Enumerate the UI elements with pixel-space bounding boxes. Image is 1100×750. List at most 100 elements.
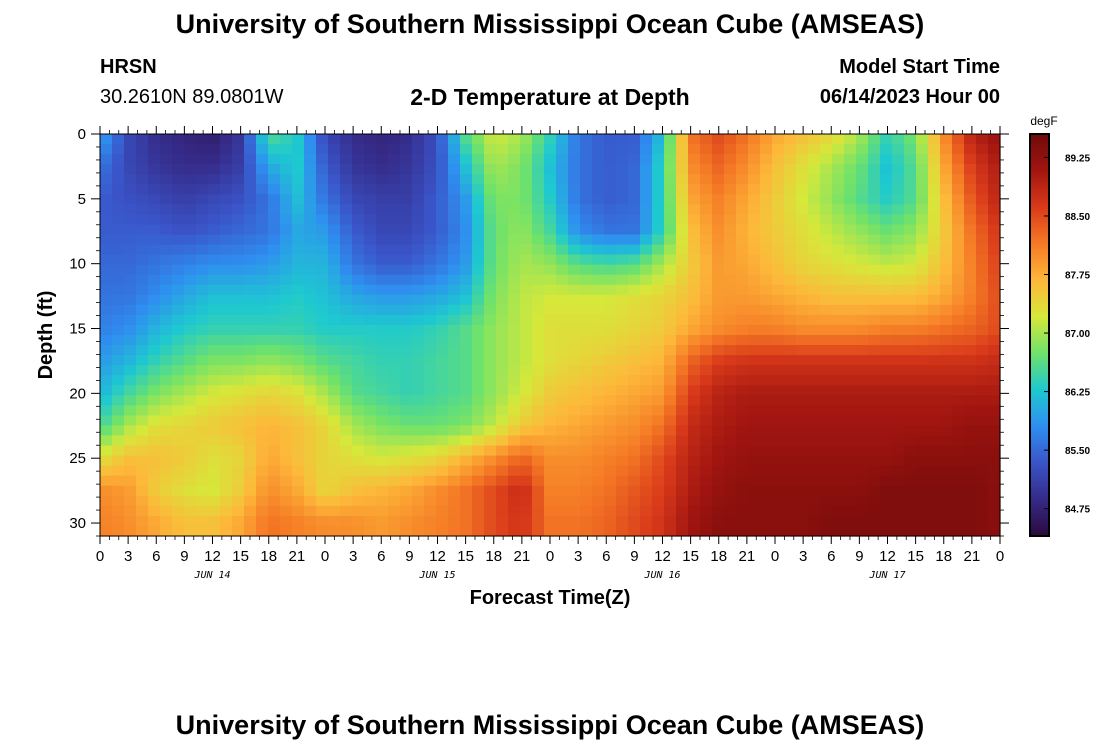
heatmap-cell (520, 475, 533, 487)
heatmap-cell (412, 254, 425, 266)
heatmap-cell (640, 405, 653, 416)
heatmap-cell (760, 465, 773, 477)
heatmap-cell (928, 244, 941, 256)
heatmap-cell (520, 385, 533, 396)
heatmap-cell (628, 505, 641, 517)
heatmap-cell (880, 194, 893, 205)
heatmap-cell (976, 174, 989, 185)
heatmap-cell (472, 525, 485, 537)
heatmap-cell (880, 144, 893, 155)
heatmap-cell (676, 345, 689, 356)
heatmap-cell (832, 505, 845, 517)
heatmap-cell (472, 194, 485, 205)
heatmap-cell (148, 224, 161, 236)
heatmap-cell (160, 515, 173, 527)
heatmap-cell (340, 405, 353, 416)
heatmap-cell (316, 164, 329, 175)
heatmap-cell (148, 445, 161, 457)
heatmap-cell (172, 375, 185, 386)
heatmap-cell (772, 395, 785, 406)
heatmap-cell (940, 304, 953, 316)
heatmap-cell (544, 355, 557, 366)
heatmap-cell (556, 184, 569, 195)
heatmap-cell (520, 465, 533, 477)
x-tick-label: 3 (349, 548, 357, 565)
heatmap-cell (952, 405, 965, 416)
heatmap-cell (280, 405, 293, 416)
heatmap-cell (928, 194, 941, 205)
heatmap-cell (760, 194, 773, 205)
heatmap-cell (664, 284, 677, 296)
heatmap-cell (616, 164, 629, 175)
heatmap-cell (268, 224, 281, 236)
heatmap-cell (196, 435, 209, 447)
heatmap-cell (280, 445, 293, 457)
heatmap-cell (340, 515, 353, 527)
heatmap-cell (136, 375, 149, 386)
x-tick-label: 6 (827, 548, 835, 565)
heatmap-cell (640, 385, 653, 396)
heatmap-cell (640, 284, 653, 296)
heatmap-cell (856, 415, 869, 427)
heatmap-cell (112, 134, 125, 145)
heatmap-cell (136, 234, 149, 246)
heatmap-cell (508, 475, 521, 487)
heatmap-cell (868, 355, 881, 366)
heatmap-cell (124, 505, 137, 517)
heatmap-cell (196, 144, 209, 155)
heatmap-cell (160, 405, 173, 416)
heatmap-cell (700, 204, 713, 215)
heatmap-cell (700, 164, 713, 175)
x-tick-label: 3 (799, 548, 807, 565)
heatmap-cell (892, 475, 905, 487)
heatmap-cell (760, 214, 773, 226)
heatmap-cell (280, 234, 293, 246)
heatmap-cell (928, 365, 941, 376)
heatmap-cell (784, 144, 797, 155)
heatmap-cell (256, 455, 269, 467)
heatmap-cell (196, 455, 209, 467)
heatmap-cell (556, 395, 569, 406)
heatmap-cell (292, 445, 305, 457)
heatmap-cell (724, 254, 737, 266)
heatmap-cell (292, 355, 305, 366)
heatmap-cell (748, 485, 761, 497)
heatmap-cell (256, 405, 269, 416)
heatmap-cell (976, 244, 989, 256)
heatmap-cell (772, 375, 785, 386)
heatmap-cell (664, 435, 677, 447)
heatmap-cell (220, 505, 233, 517)
heatmap-cell (520, 395, 533, 406)
heatmap-cell (964, 274, 977, 286)
heatmap-cell (604, 345, 617, 356)
heatmap-cell (844, 194, 857, 205)
heatmap-cell (964, 234, 977, 246)
heatmap-cell (400, 144, 413, 155)
heatmap-cell (352, 154, 365, 165)
heatmap-cell (772, 485, 785, 497)
heatmap-cell (592, 455, 605, 467)
heatmap-cell (280, 425, 293, 437)
heatmap-cell (160, 324, 173, 336)
heatmap-cell (592, 214, 605, 226)
heatmap-cell (928, 234, 941, 246)
heatmap-cell (784, 425, 797, 437)
heatmap-cell (988, 425, 1001, 437)
heatmap-cell (568, 314, 581, 326)
heatmap-cell (748, 445, 761, 457)
heatmap-cell (988, 194, 1001, 205)
heatmap-cell (676, 214, 689, 226)
heatmap-cell (352, 415, 365, 427)
heatmap-cell (244, 475, 257, 487)
heatmap-cell (400, 435, 413, 447)
heatmap-cell (400, 505, 413, 517)
heatmap-cell (568, 515, 581, 527)
heatmap-cell (220, 134, 233, 145)
heatmap-cell (472, 465, 485, 477)
heatmap-cell (556, 134, 569, 145)
colorbar (1030, 134, 1049, 536)
heatmap-cell (400, 224, 413, 236)
heatmap-cell (796, 164, 809, 175)
heatmap-cell (676, 274, 689, 286)
heatmap-cell (328, 345, 341, 356)
